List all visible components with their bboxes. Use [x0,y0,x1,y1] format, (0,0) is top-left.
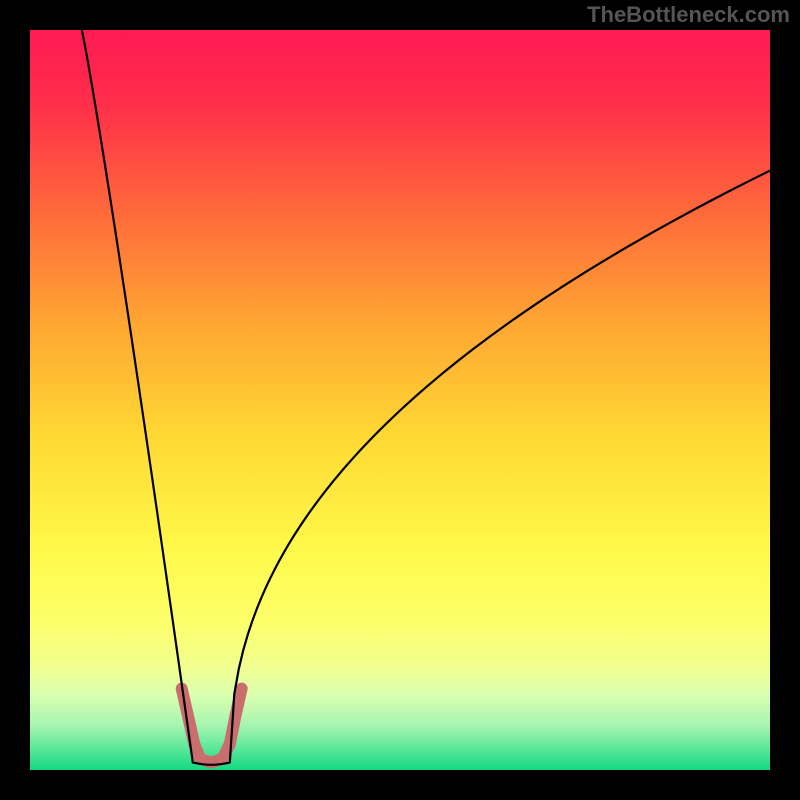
plot-area [30,30,770,770]
chart-container: TheBottleneck.com [0,0,800,800]
chart-svg [30,30,770,770]
watermark-label: TheBottleneck.com [587,2,790,28]
